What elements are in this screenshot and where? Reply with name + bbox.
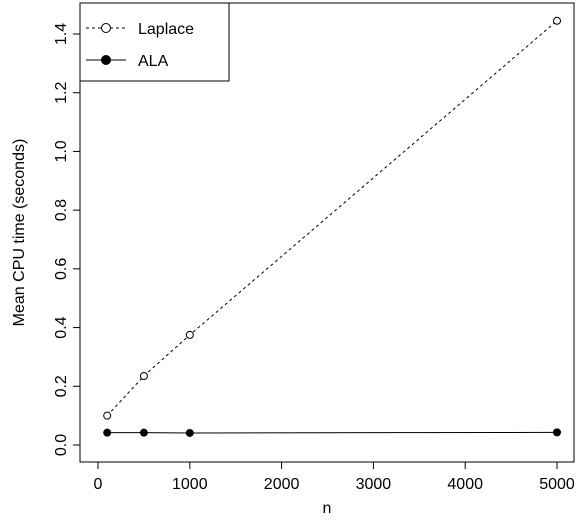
data-point-ala — [103, 428, 112, 437]
legend-label: ALA — [138, 53, 169, 70]
x-tick-label: 5000 — [539, 476, 575, 493]
y-axis-label: Mean CPU time (seconds) — [11, 139, 28, 327]
data-point-laplace — [103, 411, 112, 420]
y-tick-label: 1.2 — [53, 81, 70, 103]
y-tick-label: 1.0 — [53, 140, 70, 162]
data-point-laplace — [139, 372, 148, 381]
legend: Laplace ALA — [79, 2, 230, 82]
y-tick-label: 0.8 — [53, 199, 70, 221]
plot-area — [79, 2, 575, 463]
y-tick-label: 0.0 — [53, 434, 70, 456]
x-tick-label: 1000 — [172, 476, 208, 493]
legend-box — [79, 2, 230, 82]
x-tick-label: 0 — [94, 476, 103, 493]
y-tick-label: 0.6 — [53, 258, 70, 280]
legend-marker — [101, 23, 111, 33]
x-tick-label: 4000 — [447, 476, 483, 493]
series-line-laplace — [106, 20, 558, 416]
plot-frame — [79, 2, 575, 463]
data-point-laplace — [185, 330, 194, 339]
x-tick-label: 2000 — [264, 476, 300, 493]
legend-label: Laplace — [138, 21, 194, 38]
x-axis-label: n — [323, 500, 332, 517]
data-point-ala — [185, 428, 194, 437]
series-group — [103, 16, 561, 437]
legend-marker — [101, 55, 111, 65]
y-tick-label: 1.4 — [53, 23, 70, 45]
data-point-laplace — [553, 16, 561, 25]
data-point-ala — [553, 428, 561, 437]
y-tick-label: 0.2 — [53, 375, 70, 397]
series-line-ala — [107, 431, 558, 434]
x-tick-label: 3000 — [356, 476, 392, 493]
data-point-ala — [139, 428, 148, 437]
y-tick-label: 0.4 — [53, 316, 70, 338]
axes: 0 1000 2000 3000 4000 5000 0.0 0.2 0.4 0.6 0.8 1.0 1… — [53, 23, 575, 493]
